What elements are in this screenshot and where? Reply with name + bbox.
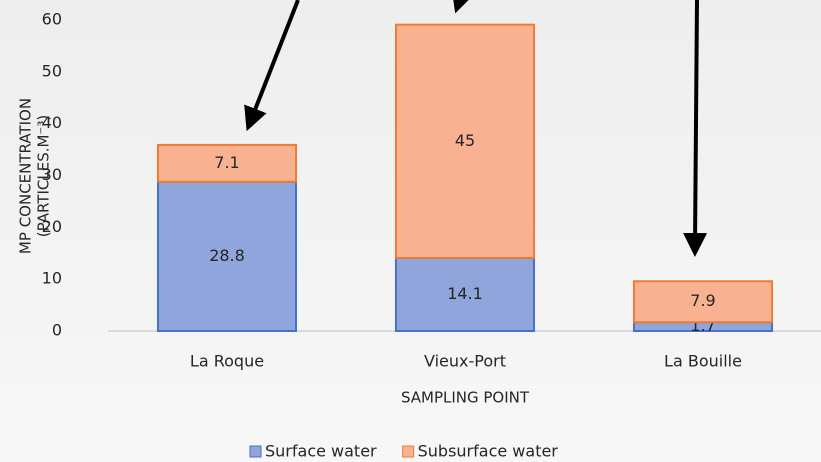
y-tick-label: 30 [42, 165, 62, 184]
y-tick-label: 50 [42, 61, 62, 80]
y-tick-label: 40 [42, 113, 62, 132]
x-tick-label: Vieux-Port [424, 352, 506, 371]
x-tick-label: La Bouille [664, 352, 742, 371]
bar-segment [632, 280, 774, 324]
y-tick-label: 10 [42, 269, 62, 288]
legend-swatch [249, 445, 262, 458]
y-axis-title-line: (PARTICLES.M⁻³) [35, 115, 53, 237]
bar-segment [394, 23, 536, 259]
bar-segment [156, 143, 298, 183]
data-label: 45 [455, 131, 475, 150]
arrow [244, 0, 300, 132]
x-tick-label: La Roque [190, 352, 264, 371]
y-axis-title-line: MP CONCENTRATION [17, 98, 35, 254]
bar-segment [394, 256, 536, 333]
arrow [683, 0, 708, 257]
y-axis-title: MP CONCENTRATION (PARTICLES.M⁻³) [17, 98, 53, 254]
legend-swatch [402, 445, 415, 458]
data-label: 14.1 [447, 284, 483, 303]
legend-label: Subsurface water [418, 442, 559, 461]
data-label: 7.9 [690, 291, 715, 310]
legend-label: Surface water [265, 442, 377, 461]
y-tick-label: 20 [42, 217, 62, 236]
data-label: 28.8 [209, 246, 245, 265]
y-tick-label: 60 [42, 10, 62, 29]
arrow [451, 0, 475, 14]
data-label: 7.1 [214, 153, 239, 172]
x-axis-title: SAMPLING POINT [401, 389, 530, 407]
y-tick-label: 0 [52, 321, 62, 340]
